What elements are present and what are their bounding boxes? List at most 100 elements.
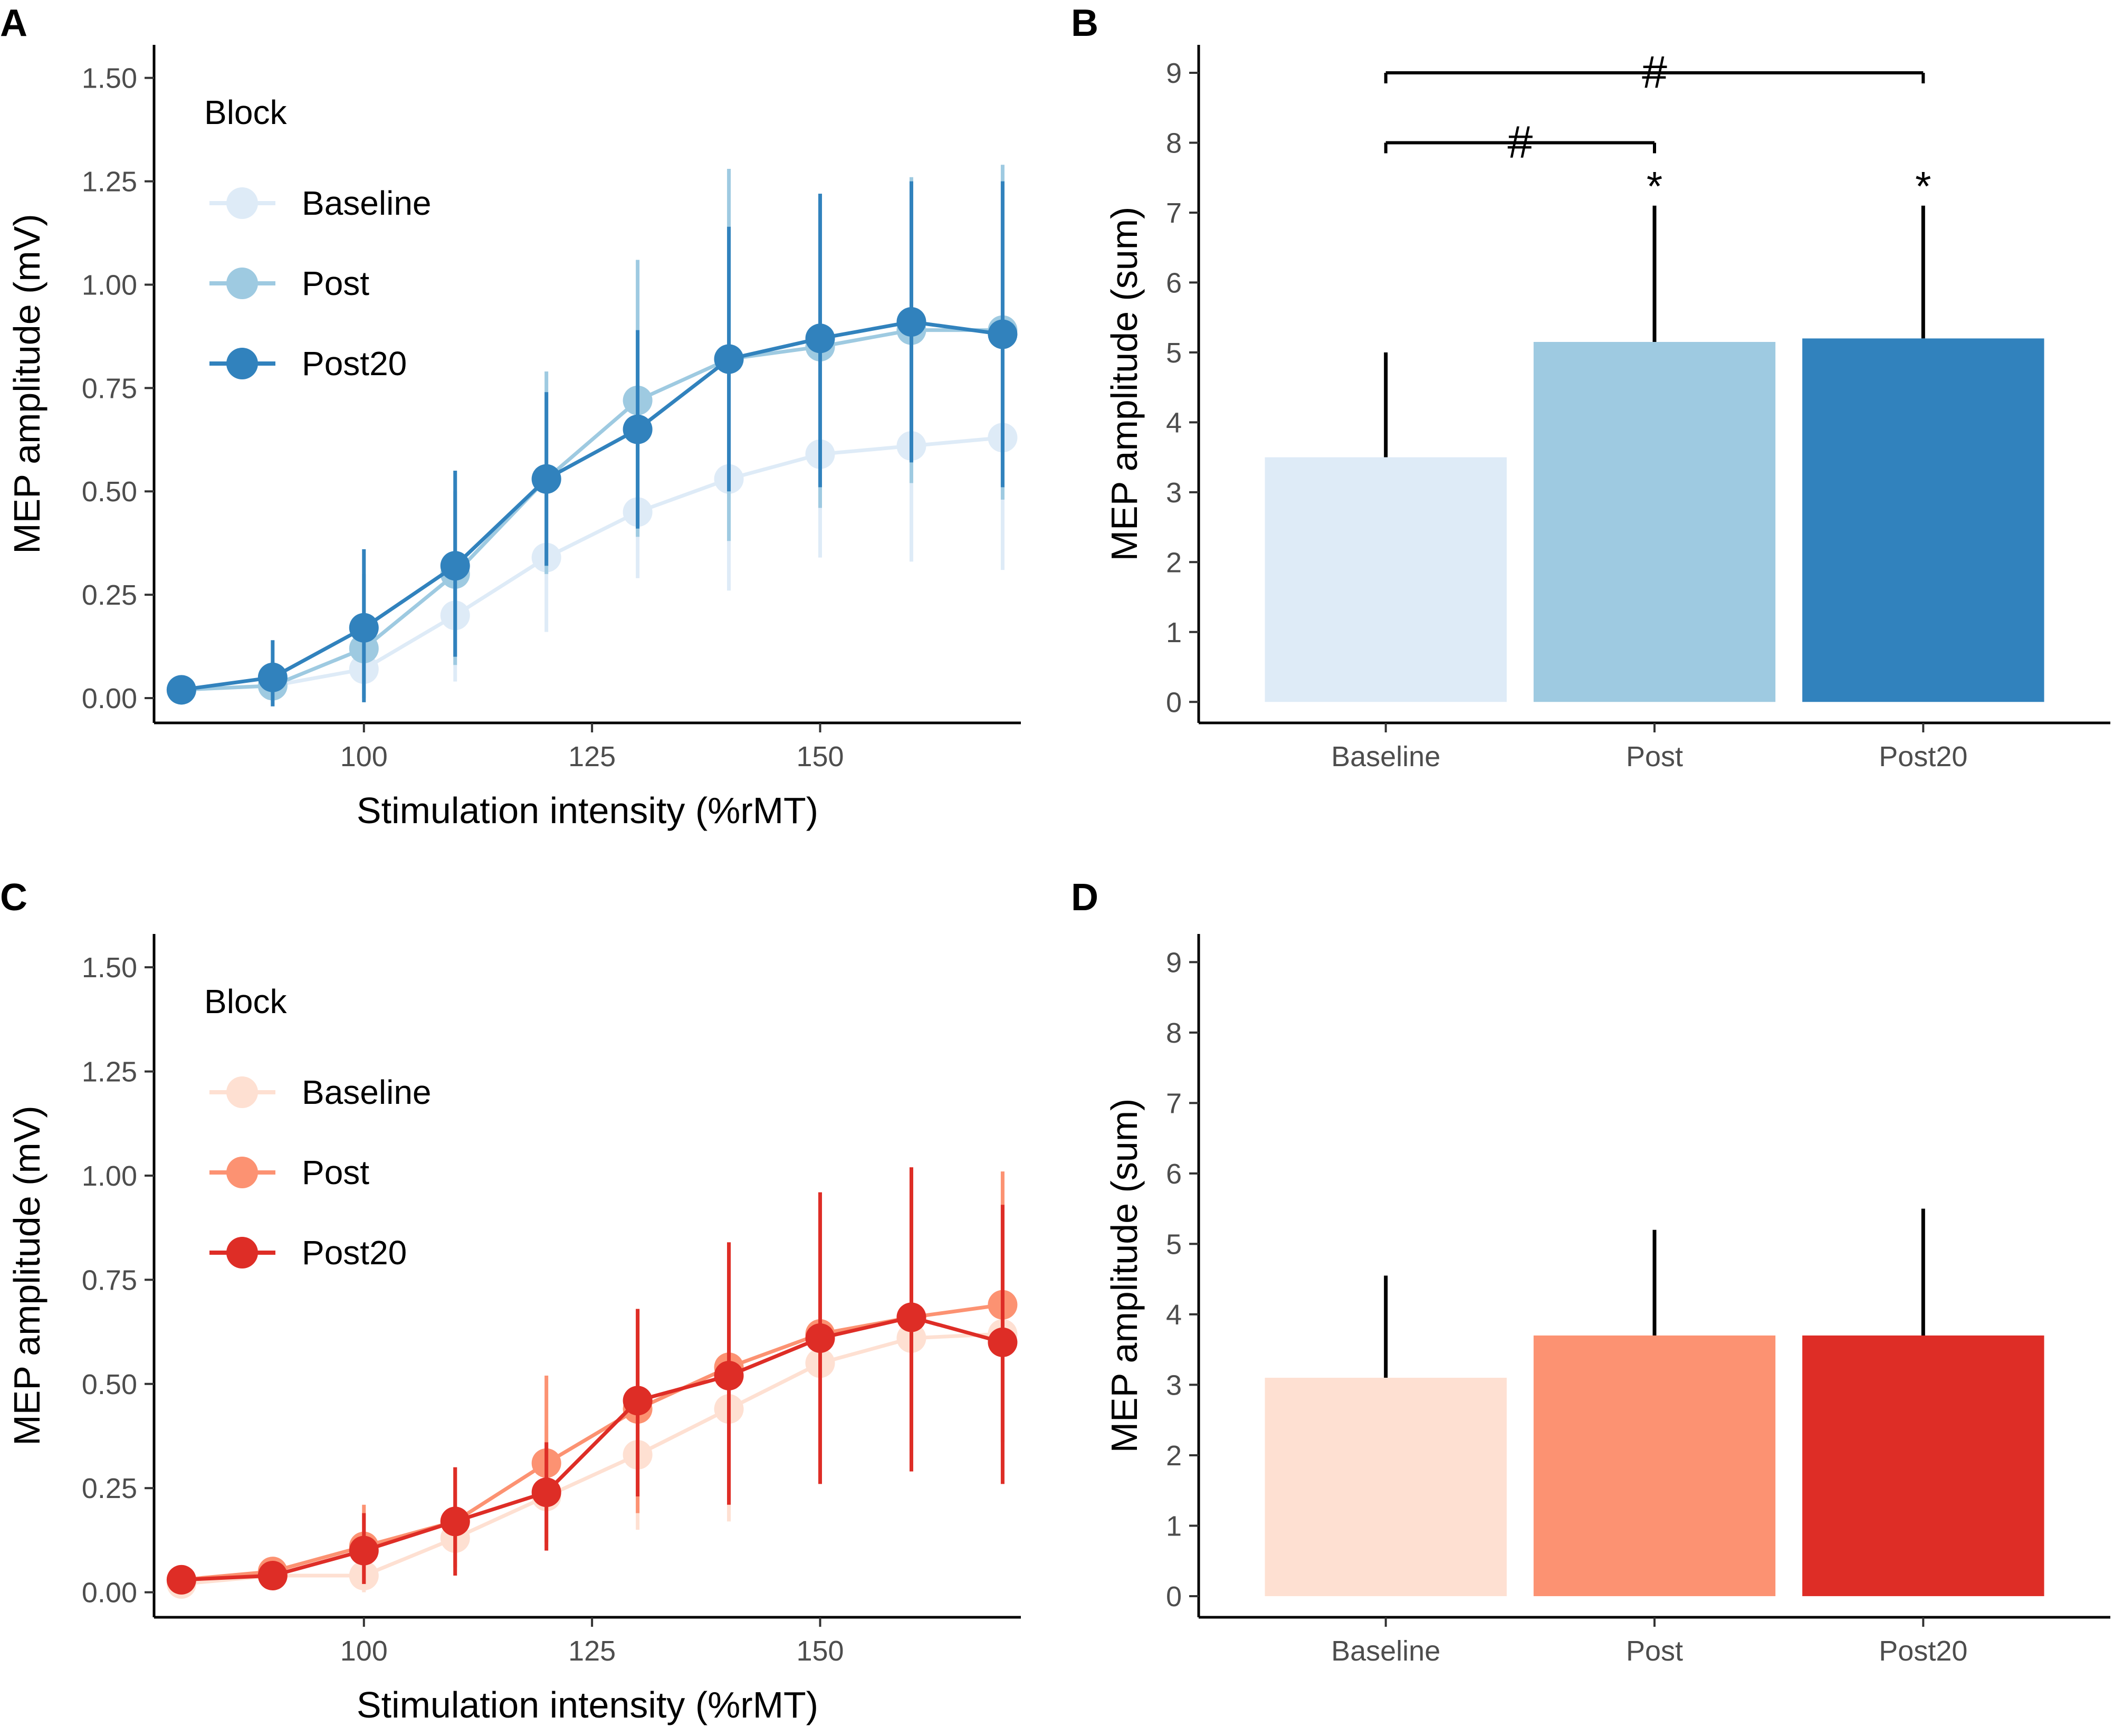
y-tick-label: 0.00 [82, 683, 137, 714]
bar-baseline [1265, 1378, 1507, 1596]
y-tick-label: 7 [1166, 1088, 1182, 1119]
panel-d-plot: 0 1 2 3 4 5 6 7 8 9 MEP amplitude (sum) Baseline Pos… [1104, 934, 2110, 1667]
series-post [166, 1167, 1018, 1595]
y-tick-label: 0.75 [82, 1264, 137, 1296]
bar-baseline [1265, 457, 1507, 702]
data-point [166, 1565, 196, 1595]
legend-key-point [226, 268, 258, 299]
series-line [181, 435, 1003, 692]
panel-letter-b: B [1071, 2, 1098, 44]
legend-label-post: Post [302, 1153, 369, 1191]
legend-key-point [226, 348, 258, 379]
x-tick-label: 125 [568, 741, 616, 772]
data-point [714, 1361, 744, 1391]
bracket-label: # [1507, 117, 1533, 167]
x-tick-label: Post [1626, 741, 1683, 772]
x-tick-label: Post20 [1879, 741, 1967, 772]
y-tick-label: 6 [1166, 1158, 1182, 1190]
series-line [181, 1315, 1003, 1582]
legend-label-baseline: Baseline [302, 1073, 432, 1111]
data-point [714, 344, 744, 374]
y-tick-label: 8 [1166, 1017, 1182, 1049]
y-tick-label: 1.25 [82, 166, 137, 198]
panel-c-plot: 0.00 0.25 0.50 0.75 1.00 1.25 1.50 100 125 150 Sti… [6, 934, 1021, 1725]
bar-post [1533, 1335, 1776, 1596]
y-tick-label: 0.50 [82, 1369, 137, 1400]
y-tick-label: 9 [1166, 58, 1182, 89]
data-point [349, 613, 379, 643]
data-point [896, 307, 926, 337]
legend-key-point [226, 1237, 258, 1268]
series-post20 [166, 181, 1018, 707]
y-tick-label: 7 [1166, 197, 1182, 229]
legend-label-post: Post [302, 264, 369, 302]
y-axis-title: MEP amplitude (mV) [6, 1105, 47, 1445]
y-tick-label: 0.25 [82, 579, 137, 611]
y-axis-title: MEP amplitude (sum) [1104, 207, 1145, 561]
data-point [257, 662, 288, 692]
data-point [349, 1535, 379, 1566]
panel-a-plot: 0.00 0.25 0.50 0.75 1.00 1.25 1.50 100 125 150 Sti… [6, 45, 1021, 831]
data-point [440, 1506, 470, 1537]
y-tick-label: 1.25 [82, 1056, 137, 1088]
y-tick-label: 0 [1166, 686, 1182, 718]
y-tick-label: 1.00 [82, 1160, 137, 1192]
legend: Block Baseline Post Post20 [204, 93, 432, 383]
x-tick-label: Baseline [1331, 741, 1440, 772]
y-tick-label: 0.50 [82, 476, 137, 508]
legend: Block Baseline Post Post20 [204, 983, 432, 1272]
legend-label-post20: Post20 [302, 345, 407, 383]
x-tick-label: Baseline [1331, 1635, 1440, 1667]
x-tick-label: Post [1626, 1635, 1683, 1667]
data-point [896, 1302, 926, 1332]
y-tick-label: 4 [1166, 407, 1182, 438]
x-tick-label: 150 [796, 741, 844, 772]
y-tick-label: 5 [1166, 1228, 1182, 1260]
series-post20 [166, 1167, 1018, 1595]
y-tick-label: 1.50 [82, 63, 137, 94]
x-tick-label: 125 [568, 1635, 616, 1667]
data-point [805, 323, 835, 354]
data-point [988, 319, 1018, 349]
series-line [181, 1303, 1003, 1582]
y-tick-label: 1 [1166, 1510, 1182, 1542]
y-tick-label: 1.00 [82, 269, 137, 301]
series-baseline [166, 1196, 1018, 1599]
y-tick-label: 0.25 [82, 1473, 137, 1504]
y-tick-label: 2 [1166, 1440, 1182, 1472]
data-point [623, 414, 653, 444]
y-tick-label: 5 [1166, 337, 1182, 369]
x-axis-title: Stimulation intensity (%rMT) [357, 790, 818, 831]
panel-letter-c: C [0, 876, 27, 919]
panel-b-plot: 0 1 2 3 4 5 6 7 8 9 MEP amplitude (sum) Baseline Pos… [1104, 45, 2110, 772]
y-tick-label: 4 [1166, 1299, 1182, 1331]
legend-key-point [226, 187, 258, 219]
series-post [166, 165, 1018, 707]
y-tick-label: 1 [1166, 617, 1182, 648]
series-line [181, 1332, 1003, 1586]
legend-title: Block [204, 93, 288, 131]
legend-key-point [226, 1157, 258, 1188]
x-tick-label: 150 [796, 1635, 844, 1667]
y-tick-label: 1.50 [82, 952, 137, 984]
y-tick-label: 2 [1166, 547, 1182, 578]
x-axis-title: Stimulation intensity (%rMT) [357, 1684, 818, 1725]
y-axis-title: MEP amplitude (mV) [6, 214, 47, 554]
y-tick-label: 3 [1166, 477, 1182, 509]
panel-letter-d: D [1071, 876, 1098, 919]
data-point [440, 551, 470, 581]
series-line [181, 320, 1003, 692]
data-point [531, 464, 561, 494]
data-point [166, 675, 196, 705]
x-tick-label: 100 [340, 1635, 388, 1667]
legend-key-point [226, 1076, 258, 1108]
y-axis-title: MEP amplitude (sum) [1104, 1099, 1145, 1453]
data-point [805, 1323, 835, 1353]
significance-star: * [1647, 163, 1662, 209]
y-tick-label: 0 [1166, 1581, 1182, 1613]
y-tick-label: 0.75 [82, 373, 137, 404]
legend-title: Block [204, 983, 288, 1020]
data-point [257, 1561, 288, 1591]
bar-post20 [1802, 338, 2044, 702]
